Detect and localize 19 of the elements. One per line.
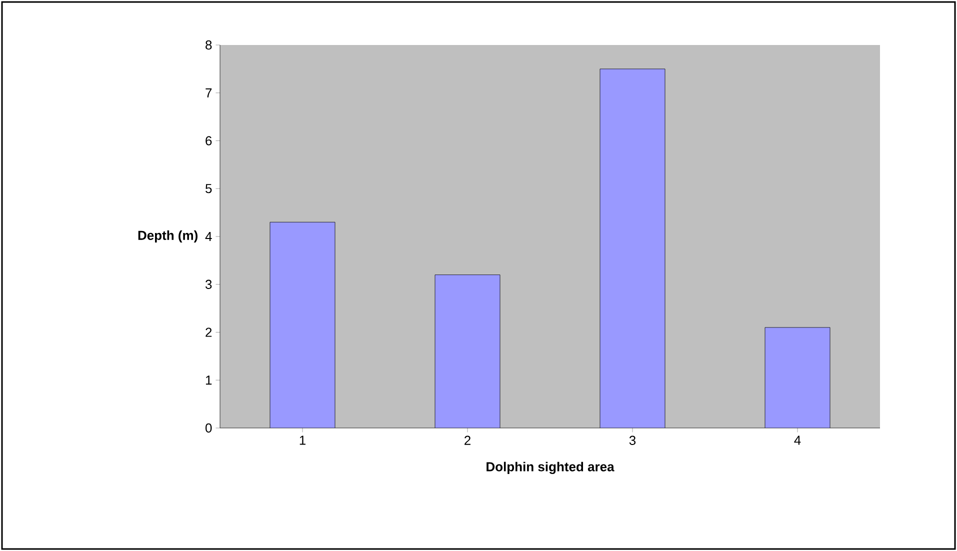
- bar: [270, 222, 335, 428]
- y-tick-label: 6: [206, 136, 212, 146]
- x-tick-label: 4: [794, 436, 801, 445]
- y-axis-title: Depth (m): [138, 230, 198, 243]
- bar: [600, 68, 666, 428]
- x-tick-label: 2: [464, 436, 470, 445]
- bar: [435, 274, 500, 428]
- bar: [764, 327, 830, 428]
- y-tick-label: 0: [206, 423, 212, 433]
- y-tick-label: 2: [206, 328, 212, 337]
- y-tick-label: 5: [206, 184, 212, 194]
- y-tick-label: 3: [206, 280, 212, 289]
- x-tick-label: 1: [300, 436, 306, 445]
- y-tick-label: 1: [206, 376, 212, 385]
- x-tick-label: 3: [629, 436, 636, 445]
- x-axis-title: Dolphin sighted area: [486, 462, 614, 474]
- y-tick-label: 7: [206, 88, 212, 98]
- y-tick-label: 4: [205, 232, 212, 241]
- y-tick-label: 8: [206, 40, 212, 50]
